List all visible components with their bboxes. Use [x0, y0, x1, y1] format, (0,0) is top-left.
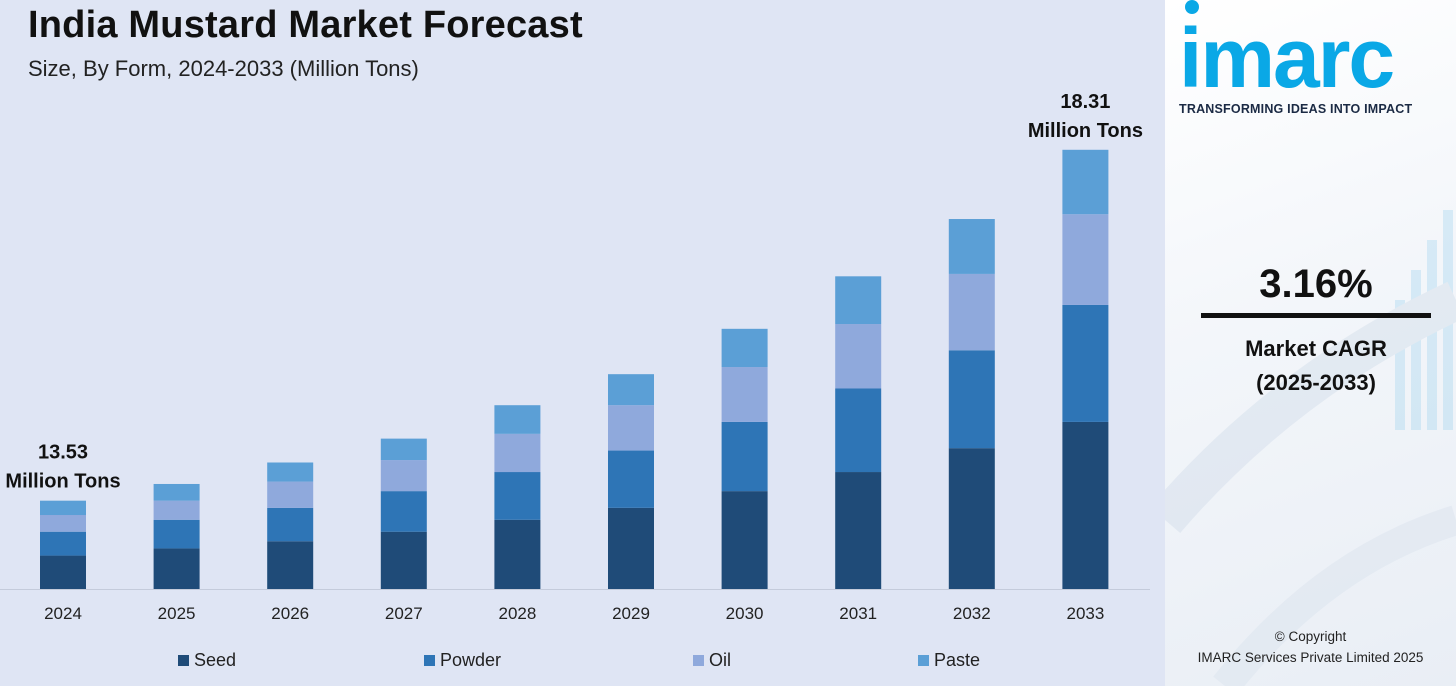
data-label-2024-line2: Million Tons	[5, 471, 120, 493]
copyright: © Copyright IMARC Services Private Limit…	[1165, 626, 1456, 668]
legend-item-oil: Oil	[693, 650, 731, 671]
bar-segment-oil-2028	[494, 433, 541, 473]
bar-segment-oil-2032	[948, 273, 995, 351]
legend-label: Seed	[194, 650, 237, 670]
chart-subtitle: Size, By Form, 2024-2033 (Million Tons)	[28, 56, 419, 81]
chart-title: India Mustard Market Forecast	[28, 4, 583, 46]
bar-segment-seed-2025	[153, 548, 200, 589]
x-tick-label: 2031	[839, 604, 877, 623]
legend-label: Paste	[934, 650, 981, 670]
bar-segment-paste-2031	[835, 276, 882, 325]
cagr-label-line2: (2025-2033)	[1256, 370, 1376, 395]
x-tick-label: 2025	[158, 604, 196, 623]
cagr-block: 3.16% Market CAGR (2025-2033)	[1201, 262, 1431, 400]
legend-swatch	[424, 655, 435, 666]
chart-area: India Mustard Market Forecast Size, By F…	[0, 4, 1165, 676]
bar-segment-oil-2026	[267, 481, 314, 508]
x-tick-label: 2024	[44, 604, 82, 623]
bar-segment-seed-2033	[1062, 421, 1109, 589]
bar-segment-powder-2033	[1062, 304, 1109, 422]
copyright-line1: © Copyright	[1274, 629, 1347, 644]
bar-segment-paste-2030	[721, 328, 768, 368]
legend-swatch	[693, 655, 704, 666]
bar-segment-paste-2026	[267, 462, 314, 482]
legend-item-powder: Powder	[424, 650, 501, 671]
logo-dot-icon	[1185, 0, 1199, 14]
legend-label: Powder	[440, 650, 502, 670]
bar-segment-seed-2031	[835, 472, 882, 589]
bar-segment-oil-2033	[1062, 214, 1109, 305]
bar-segment-paste-2027	[380, 438, 427, 461]
bar-segment-powder-2027	[380, 491, 427, 532]
bar-segment-seed-2032	[948, 448, 995, 589]
logo-wordmark: imarc	[1179, 11, 1395, 105]
cagr-value: 3.16%	[1259, 262, 1373, 306]
bar-segment-oil-2024	[40, 515, 86, 532]
x-tick-label: 2027	[385, 604, 423, 623]
data-label-2033-line1: 18.31	[1060, 91, 1110, 113]
bar-segment-powder-2024	[40, 531, 86, 556]
bar-segment-paste-2028	[494, 405, 541, 434]
data-label-2033-line2: Million Tons	[1028, 120, 1143, 142]
x-tick-label: 2029	[612, 604, 650, 623]
bar-segment-seed-2027	[380, 531, 427, 589]
data-label-2024-line1: 13.53	[38, 442, 88, 464]
bar-segment-seed-2024	[40, 555, 86, 589]
bar-segment-oil-2029	[608, 405, 654, 451]
bar-segment-seed-2030	[721, 491, 768, 589]
bar-segment-powder-2030	[721, 421, 768, 492]
x-tick-label: 2030	[726, 604, 764, 623]
imarc-logo: imarc TRANSFORMING IDEAS INTO IMPACT	[1179, 0, 1456, 116]
bar-segment-paste-2032	[948, 219, 995, 274]
bar-segment-powder-2031	[835, 388, 882, 473]
chart-legend: Seed Powder Oil Paste	[0, 650, 1165, 676]
bar-segment-oil-2030	[721, 367, 768, 422]
legend-swatch	[178, 655, 189, 666]
decorative-background-chart	[1165, 210, 1456, 686]
bar-chart: 2024 2025 2026 2027 2028 2029 2030 2031 2032 2033…	[0, 91, 1150, 623]
x-tick-label: 2028	[498, 604, 536, 623]
x-tick-label: 2026	[271, 604, 309, 623]
bar-segment-powder-2029	[608, 450, 654, 508]
legend-swatch	[918, 655, 929, 666]
x-tick-label: 2033	[1066, 604, 1104, 623]
bar-segment-oil-2027	[380, 460, 427, 492]
bar-segment-seed-2026	[267, 541, 314, 589]
bar-segment-paste-2029	[608, 374, 654, 406]
cagr-divider	[1201, 313, 1431, 318]
copyright-line2: IMARC Services Private Limited 2025	[1197, 650, 1424, 665]
bar-segment-paste-2033	[1062, 149, 1109, 215]
logo-tagline: TRANSFORMING IDEAS INTO IMPACT	[1179, 102, 1413, 116]
legend-label: Oil	[709, 650, 731, 670]
cagr-label-line1: Market CAGR	[1245, 336, 1387, 361]
bar-segment-paste-2024	[40, 500, 86, 516]
bar-segment-seed-2028	[494, 519, 541, 589]
bar-segment-powder-2025	[153, 519, 200, 549]
bar-segment-powder-2032	[948, 350, 995, 449]
bar-segment-oil-2031	[835, 324, 882, 389]
legend-item-seed: Seed	[178, 650, 236, 671]
legend-item-paste: Paste	[918, 650, 980, 671]
bar-segment-seed-2029	[608, 507, 654, 589]
x-tick-label: 2032	[953, 604, 991, 623]
side-panel: imarc TRANSFORMING IDEAS INTO IMPACT 3.1…	[1165, 0, 1456, 686]
bar-segment-powder-2028	[494, 472, 541, 520]
bar-segment-powder-2026	[267, 507, 314, 542]
bar-segment-oil-2025	[153, 500, 200, 520]
bar-segment-paste-2025	[153, 483, 200, 501]
